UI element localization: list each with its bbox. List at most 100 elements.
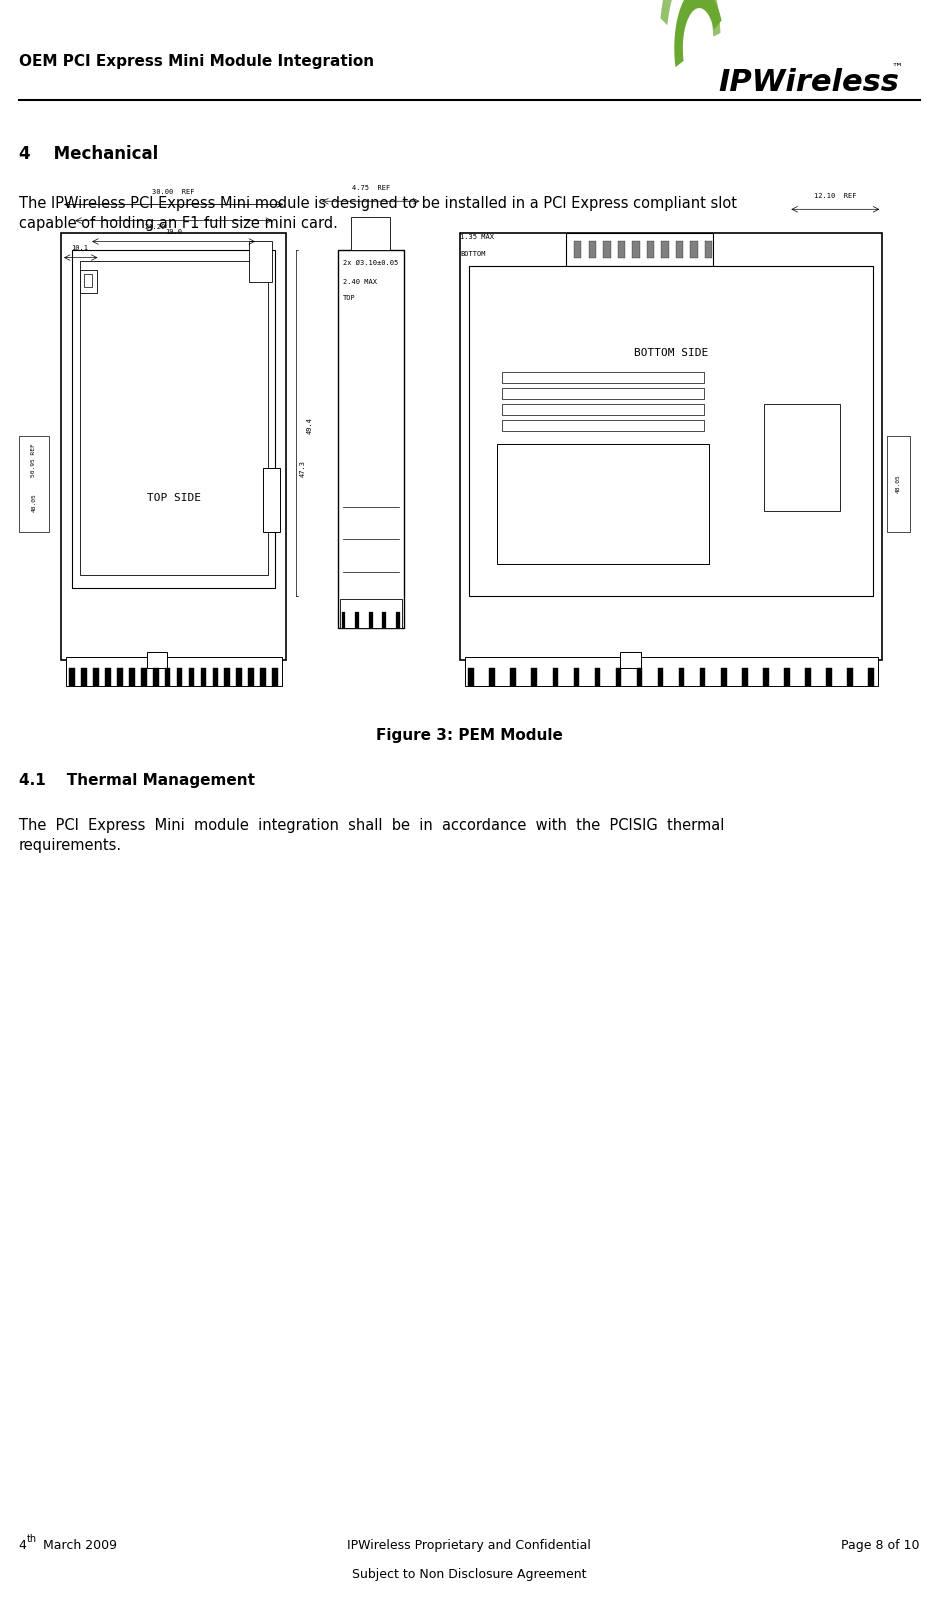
Bar — [141, 668, 147, 686]
Bar — [531, 668, 537, 686]
Text: 4.75  REF: 4.75 REF — [351, 185, 390, 192]
Bar — [658, 668, 664, 686]
Bar — [661, 242, 669, 258]
Bar — [105, 668, 111, 686]
Text: 4    Mechanical: 4 Mechanical — [19, 145, 158, 163]
Bar — [469, 668, 474, 686]
Bar — [369, 612, 372, 628]
Bar — [460, 233, 883, 660]
Bar — [502, 372, 704, 383]
Bar — [465, 657, 878, 686]
Bar — [224, 668, 230, 686]
Circle shape — [860, 667, 867, 679]
Bar — [383, 612, 386, 628]
Bar — [338, 250, 403, 628]
Bar — [700, 668, 706, 686]
Bar — [510, 668, 516, 686]
Bar — [676, 242, 684, 258]
Bar — [188, 668, 194, 686]
Bar — [868, 668, 874, 686]
Text: 4.1    Thermal Management: 4.1 Thermal Management — [19, 773, 255, 787]
Text: ™: ™ — [892, 63, 902, 72]
Circle shape — [841, 667, 849, 679]
Bar — [805, 668, 811, 686]
Bar — [574, 668, 580, 686]
Text: 2.40 MAX: 2.40 MAX — [343, 279, 377, 285]
Bar — [763, 668, 769, 686]
Bar — [212, 668, 218, 686]
Bar — [19, 435, 49, 531]
Bar — [633, 242, 639, 258]
Text: 30.00  REF: 30.00 REF — [152, 188, 195, 195]
Bar — [263, 467, 279, 531]
Text: IPWireless: IPWireless — [718, 68, 899, 97]
Circle shape — [244, 250, 263, 282]
Text: th: th — [27, 1534, 36, 1544]
Text: 1.35 MAX: 1.35 MAX — [460, 233, 494, 240]
Bar — [620, 652, 641, 668]
Bar — [237, 668, 242, 686]
Bar — [69, 668, 75, 686]
Bar — [616, 668, 621, 686]
Bar — [497, 444, 708, 564]
Bar — [355, 612, 359, 628]
Bar — [177, 668, 183, 686]
Bar — [61, 233, 286, 660]
Text: The  PCI  Express  Mini  module  integration  shall  be  in  accordance  with  t: The PCI Express Mini module integration … — [19, 818, 724, 853]
PathPatch shape — [660, 0, 721, 37]
Bar — [764, 404, 840, 510]
Text: 4: 4 — [19, 1539, 27, 1552]
Text: IPWireless Proprietary and Confidential: IPWireless Proprietary and Confidential — [348, 1539, 591, 1552]
Bar — [690, 242, 698, 258]
Text: 24.20: 24.20 — [144, 224, 166, 230]
Text: 12.10  REF: 12.10 REF — [814, 193, 857, 200]
Bar — [647, 242, 654, 258]
Bar — [340, 599, 402, 628]
Bar — [351, 217, 390, 250]
Bar — [201, 668, 206, 686]
Bar — [848, 668, 853, 686]
Circle shape — [481, 246, 504, 285]
Bar — [502, 420, 704, 431]
Text: TOP SIDE: TOP SIDE — [147, 493, 201, 502]
Bar — [603, 242, 611, 258]
Bar — [826, 668, 831, 686]
Text: The IPWireless PCI Express Mini module is designed to be installed in a PCI Expr: The IPWireless PCI Express Mini module i… — [19, 196, 737, 232]
Bar — [129, 668, 134, 686]
Text: BOTTOM SIDE: BOTTOM SIDE — [634, 348, 708, 357]
Bar — [588, 242, 596, 258]
Bar — [396, 612, 400, 628]
Bar — [72, 250, 275, 588]
Bar — [165, 668, 170, 686]
Bar — [490, 668, 495, 686]
Text: 48.05: 48.05 — [896, 475, 901, 493]
Bar — [272, 668, 277, 686]
Text: 47.3: 47.3 — [300, 459, 306, 477]
Bar — [80, 270, 97, 293]
Text: TOP: TOP — [343, 295, 355, 301]
Circle shape — [89, 250, 108, 282]
Bar — [80, 261, 267, 575]
Bar — [721, 668, 726, 686]
Bar — [81, 668, 87, 686]
Bar — [784, 668, 790, 686]
Text: March 2009: March 2009 — [40, 1539, 117, 1552]
Text: BOTTOM: BOTTOM — [460, 251, 486, 258]
Bar — [84, 274, 92, 287]
Bar — [94, 668, 98, 686]
Bar — [260, 668, 266, 686]
Bar — [565, 233, 713, 266]
Text: OEM PCI Express Mini Module Integration: OEM PCI Express Mini Module Integration — [19, 55, 374, 69]
Bar — [679, 668, 685, 686]
Bar — [502, 404, 704, 415]
Bar — [595, 668, 600, 686]
Bar — [617, 242, 625, 258]
Bar — [887, 435, 910, 531]
Bar — [342, 612, 346, 628]
Text: Figure 3: PEM Module: Figure 3: PEM Module — [376, 728, 563, 742]
Bar — [249, 242, 272, 282]
Text: 50.95 REF: 50.95 REF — [31, 443, 36, 477]
Bar — [705, 242, 712, 258]
Text: Subject to Non Disclosure Agreement: Subject to Non Disclosure Agreement — [352, 1568, 586, 1581]
Text: Page 8 of 10: Page 8 of 10 — [841, 1539, 920, 1552]
